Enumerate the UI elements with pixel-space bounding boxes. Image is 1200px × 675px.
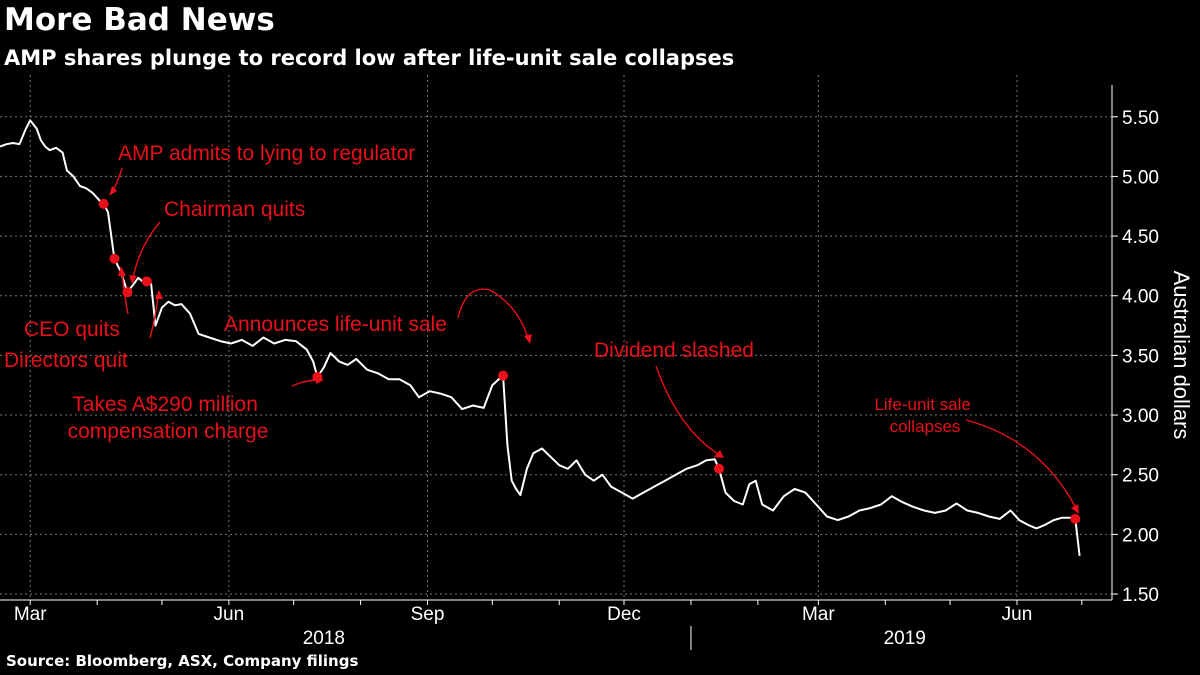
y-tick-label: 5.00 bbox=[1122, 167, 1159, 188]
annotation-compensation-line1: Takes A$290 million bbox=[72, 393, 258, 416]
y-axis-title: Australian dollars bbox=[1169, 271, 1194, 440]
year-label: 2018 bbox=[303, 628, 345, 649]
arrowhead-amp bbox=[109, 186, 117, 196]
y-tick-label: 3.50 bbox=[1122, 346, 1159, 367]
arrow-heads bbox=[109, 186, 1079, 514]
event-marker bbox=[498, 370, 509, 381]
arrowhead-chairman bbox=[129, 275, 137, 284]
arrowhead-dividend bbox=[714, 450, 724, 458]
arrow-chairman bbox=[132, 221, 161, 279]
arrowhead-compensation bbox=[316, 376, 324, 384]
arrow-directors bbox=[149, 295, 159, 339]
arrowhead-ceo bbox=[118, 266, 126, 276]
x-tick-label: Sep bbox=[411, 604, 445, 625]
annotation-arrows bbox=[111, 167, 1077, 509]
arrowhead-life-unit bbox=[524, 334, 532, 344]
arrow-collapses bbox=[965, 419, 1077, 509]
y-tick-label: 4.00 bbox=[1122, 287, 1159, 308]
annotation-compensation-charge: Takes A$290 million compensation charge bbox=[68, 393, 269, 443]
x-tick-label: Dec bbox=[607, 604, 641, 625]
y-tick-label: 5.50 bbox=[1122, 108, 1159, 129]
x-tick-label: Jun bbox=[1002, 604, 1033, 625]
arrow-compensation bbox=[291, 379, 319, 387]
chart-subtitle: AMP shares plunge to record low after li… bbox=[4, 46, 735, 70]
y-tick-label: 2.00 bbox=[1122, 525, 1159, 546]
y-tick-label: 4.50 bbox=[1122, 227, 1159, 248]
annotation-chairman-quits: Chairman quits bbox=[164, 198, 305, 221]
event-marker bbox=[141, 276, 152, 287]
annotations: AMP admits to lying to regulator CEO qui… bbox=[4, 142, 1079, 514]
x-tick-label: Jun bbox=[214, 604, 245, 625]
annotation-ceo-quits: CEO quits bbox=[24, 318, 120, 341]
annotation-compensation-line2: compensation charge bbox=[68, 420, 269, 443]
annotation-amp-admits: AMP admits to lying to regulator bbox=[118, 142, 415, 165]
event-marker bbox=[109, 253, 120, 264]
axes: 1.50 2.00 2.50 3.00 3.50 4.00 4.50 5.00 5.50 Mar J… bbox=[0, 85, 1194, 650]
annotation-life-unit-sale: Announces life-unit sale bbox=[224, 313, 447, 336]
annotation-directors-quit: Directors quit bbox=[4, 349, 128, 372]
series-layer bbox=[0, 119, 1081, 557]
annotation-collapses-line1: Life-unit sale bbox=[874, 395, 970, 414]
annotation-collapses-line2: collapses bbox=[890, 417, 961, 436]
chart-title: More Bad News bbox=[4, 2, 275, 38]
source-note: Source: Bloomberg, ASX, Company filings bbox=[6, 652, 359, 670]
price-line bbox=[0, 119, 1081, 557]
grid-lines bbox=[0, 75, 1112, 600]
y-tick-label: 2.50 bbox=[1122, 466, 1159, 487]
event-marker bbox=[98, 198, 109, 209]
annotation-dividend-slashed: Dividend slashed bbox=[594, 339, 754, 362]
y-tick-label: 3.00 bbox=[1122, 406, 1159, 427]
arrow-life-unit-sale bbox=[457, 288, 529, 339]
annotation-sale-collapses: Life-unit sale collapses bbox=[874, 395, 975, 436]
year-label: 2019 bbox=[884, 628, 926, 649]
y-tick-label: 1.50 bbox=[1122, 585, 1159, 606]
event-marker bbox=[1070, 513, 1081, 524]
x-tick-label: Mar bbox=[802, 604, 835, 625]
arrow-dividend bbox=[655, 365, 719, 455]
x-tick-label: Mar bbox=[14, 604, 47, 625]
arrowhead-collapses bbox=[1071, 504, 1079, 514]
event-marker bbox=[714, 463, 725, 474]
arrowhead-directors bbox=[155, 290, 163, 299]
